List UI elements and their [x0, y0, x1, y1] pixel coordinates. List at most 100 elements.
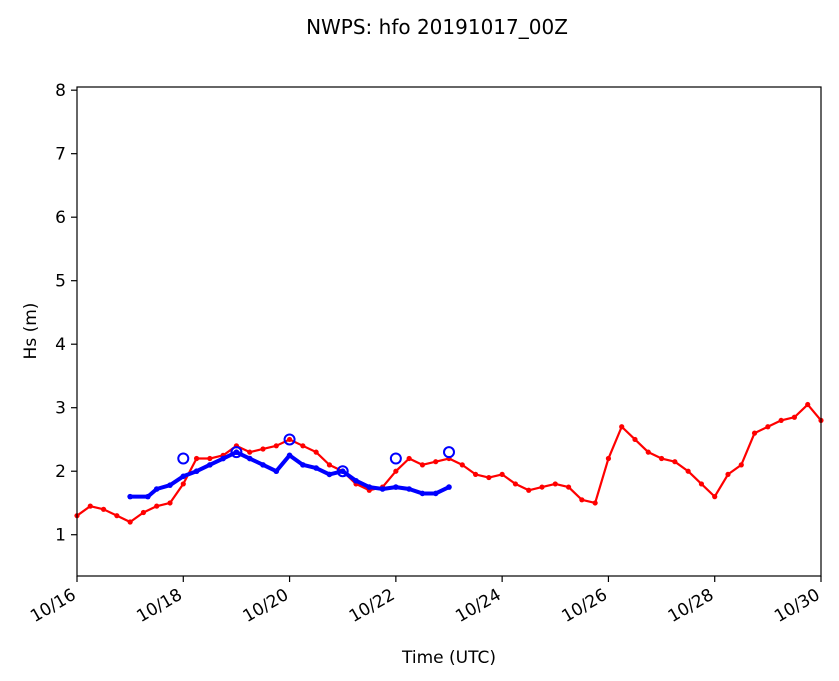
x-axis-label: Time (UTC)	[401, 648, 496, 668]
series-1-point-11	[273, 468, 280, 475]
series-0-point-46	[685, 468, 691, 474]
y-tick-label-4: 4	[55, 335, 66, 355]
series-0-point-40	[605, 455, 612, 462]
series-0-point-31	[486, 474, 492, 481]
series-0-point-27	[433, 459, 439, 465]
series-2-marker-2	[283, 433, 296, 446]
series-0-point-43	[645, 449, 651, 455]
series-1-point-3	[167, 482, 173, 488]
series-layer	[74, 401, 824, 525]
series-0-point-25	[406, 455, 412, 462]
series-0-point-53	[778, 417, 784, 424]
series-2-marker-3	[336, 465, 349, 478]
series-2	[177, 433, 455, 478]
series-0-point-51	[751, 430, 758, 436]
series-1-point-7	[220, 455, 226, 462]
series-1-point-16	[339, 468, 346, 475]
y-tick-label-1: 1	[55, 526, 66, 546]
y-tick-label-3: 3	[55, 399, 66, 419]
series-1-point-15	[326, 471, 333, 478]
series-2-marker-4	[389, 452, 402, 465]
series-0-point-5	[140, 509, 147, 516]
series-1-point-2	[153, 486, 160, 492]
series-0-point-47	[698, 481, 705, 487]
series-0-point-26	[419, 462, 426, 468]
series-0-point-54	[791, 414, 798, 420]
series-0-point-19	[326, 462, 333, 468]
x-tick-label-10-16: 10/16	[27, 585, 79, 627]
series-0-point-3	[114, 513, 120, 519]
series-2-marker-5	[443, 446, 455, 459]
series-0-point-42	[632, 436, 638, 443]
series-1-point-19	[379, 486, 386, 492]
series-2-marker-1	[230, 446, 243, 459]
y-tick-label-8: 8	[55, 81, 66, 101]
series-0-point-38	[579, 497, 585, 503]
series-0-point-32	[499, 471, 505, 477]
series-0-point-55	[805, 401, 811, 408]
series-0-point-7	[167, 500, 173, 506]
series-0-point-37	[565, 484, 572, 490]
series-0-point-6	[154, 503, 160, 509]
x-tick-label-10-22: 10/22	[346, 585, 398, 627]
x-tick-label-10-20: 10/20	[240, 585, 292, 627]
series-1-point-21	[406, 486, 412, 492]
series-0-point-50	[738, 462, 744, 468]
series-1-point-9	[246, 455, 253, 462]
series-0-point-15	[273, 443, 279, 449]
series-1-point-20	[393, 484, 399, 490]
series-1-point-0	[127, 493, 133, 500]
series-1-point-4	[180, 473, 187, 480]
series-0-point-48	[712, 494, 718, 500]
y-tick-label-6: 6	[55, 208, 66, 228]
series-1-point-8	[233, 449, 240, 455]
series-0-point-33	[512, 481, 519, 487]
series-0-point-10	[207, 455, 213, 462]
series-0-point-36	[552, 481, 558, 487]
series-0-point-4	[127, 519, 133, 525]
series-0	[74, 401, 824, 525]
series-0-point-13	[247, 449, 253, 455]
plot-frame	[76, 86, 822, 577]
y-tick-label-7: 7	[55, 145, 66, 165]
series-0-point-49	[725, 471, 731, 477]
series-0-point-39	[592, 500, 598, 506]
series-1-point-24	[446, 484, 452, 490]
series-1	[127, 449, 452, 500]
series-2-marker-0	[177, 452, 190, 465]
y-tick-label-5: 5	[55, 272, 66, 292]
series-0-point-9	[193, 455, 200, 462]
x-tick-label-10-18: 10/18	[133, 585, 185, 627]
series-1-point-6	[207, 462, 213, 468]
series-0-point-45	[672, 459, 678, 465]
series-0-point-30	[472, 471, 479, 477]
plot-area	[77, 87, 821, 576]
series-0-point-1	[87, 503, 93, 509]
series-0-point-8	[180, 481, 186, 487]
chart-title: NWPS: hfo 20191017_00Z	[306, 15, 568, 39]
series-0-point-41	[619, 424, 625, 430]
series-1-point-18	[366, 484, 373, 490]
series-0-point-34	[526, 487, 532, 493]
series-0-point-44	[658, 455, 665, 462]
series-1-point-14	[313, 465, 319, 471]
y-tick-label-2: 2	[55, 462, 66, 482]
series-1-point-1	[145, 493, 151, 500]
series-1-point-23	[432, 490, 439, 497]
series-1-point-17	[353, 477, 359, 484]
series-0-point-35	[539, 484, 545, 490]
series-0-point-14	[260, 446, 266, 452]
series-0-point-2	[100, 506, 107, 512]
series-1-point-10	[260, 462, 266, 468]
x-tick-label-10-24: 10/24	[452, 585, 504, 627]
y-axis-label: Hs (m)	[21, 303, 41, 360]
series-1-point-5	[193, 468, 200, 475]
series-0-point-17	[300, 443, 306, 449]
series-1-point-12	[286, 452, 293, 459]
series-0-point-18	[313, 449, 319, 455]
x-tick-label-10-28: 10/28	[665, 585, 717, 627]
series-1-point-13	[300, 462, 306, 468]
series-1-point-22	[419, 490, 426, 497]
series-0-point-29	[459, 462, 465, 468]
